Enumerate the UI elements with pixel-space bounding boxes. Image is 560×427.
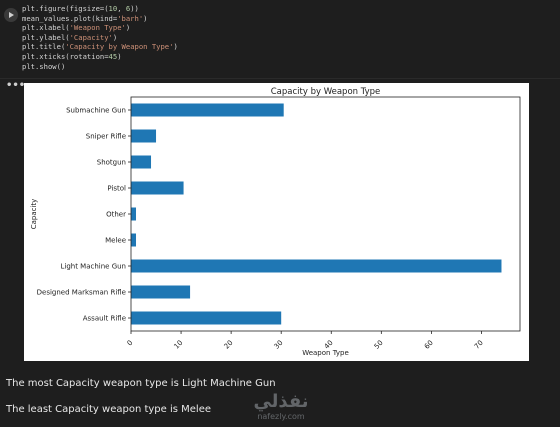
- code-line: plt.ylabel('Capacity'): [22, 33, 554, 43]
- y-tick-label: Pistol: [107, 185, 126, 193]
- y-tick-label: Shotgun: [97, 159, 126, 167]
- code-token: plt.show(): [22, 61, 66, 71]
- code-token: ): [173, 42, 178, 52]
- y-tick-label: Assault Rifle: [83, 315, 126, 323]
- least-capacity-message: The least Capacity weapon type is Melee: [6, 404, 212, 415]
- bar-other: [131, 207, 137, 221]
- code-token: 'Capacity by Weapon Type': [65, 42, 174, 52]
- play-icon: [9, 12, 14, 18]
- y-tick-label: Submachine Gun: [66, 107, 126, 115]
- bar-light-machine-gun: [131, 259, 502, 273]
- x-tick-label: 10: [173, 339, 185, 351]
- bar-pistol: [131, 181, 184, 195]
- y-tick-label: Light Machine Gun: [60, 263, 126, 271]
- bar-assault-rifle: [131, 311, 282, 325]
- x-tick-label: 70: [473, 339, 485, 351]
- code-token: ): [117, 51, 122, 61]
- code-token: plt.figure(figsize=(: [22, 4, 109, 13]
- bar-melee: [131, 233, 137, 247]
- x-tick-label: 20: [223, 339, 235, 351]
- code-line: plt.figure(figsize=(10, 6)): [22, 4, 554, 14]
- code-token: ): [143, 13, 148, 23]
- code-token: plt.title(: [22, 42, 66, 52]
- y-tick-label: Other: [106, 211, 126, 219]
- most-capacity-message: The most Capacity weapon type is Light M…: [6, 378, 276, 389]
- code-token: 'barh': [117, 13, 144, 23]
- plot-area-frame: [130, 96, 521, 332]
- code-line: plt.show(): [22, 62, 554, 72]
- y-tick-label: Sniper Rifle: [86, 133, 126, 141]
- ellipsis-icon: •••: [6, 80, 26, 91]
- code-token: plt.xticks(rotation=: [22, 51, 109, 61]
- code-token: plt.ylabel(: [22, 32, 70, 42]
- bar-chart: Capacity by Weapon Type Assault Rifle Desi…: [30, 87, 521, 357]
- watermark-latin: nafezly.com: [257, 412, 305, 421]
- y-tick-label: Designed Marksman Rifle: [37, 289, 126, 297]
- code-cell: plt.figure(figsize=(10, 6)) mean_values.p…: [0, 4, 560, 361]
- code-token: ): [112, 32, 118, 42]
- code-token: 'Weapon Type': [69, 23, 126, 33]
- code-line: plt.xticks(rotation=45): [22, 52, 554, 62]
- output-divider: [0, 78, 560, 79]
- code-line: plt.xlabel('Weapon Type'): [22, 23, 554, 33]
- bar-submachine-gun: [131, 103, 284, 117]
- code-token: ,: [117, 4, 126, 13]
- code-token: 10: [108, 4, 118, 13]
- run-cell-button[interactable]: [4, 8, 18, 22]
- code-token: plt.xlabel(: [22, 23, 70, 33]
- x-tick-label: 30: [273, 339, 285, 351]
- code-token: 'Capacity': [69, 32, 113, 42]
- code-editor[interactable]: plt.figure(figsize=(10, 6)) mean_values.p…: [22, 4, 554, 76]
- code-token: 45: [108, 51, 118, 61]
- x-tick-label: 0: [126, 339, 135, 348]
- y-axis-label: Capacity: [30, 199, 38, 230]
- bar-designed-marksman-rifle: [131, 285, 191, 299]
- x-tick-label: 40: [323, 339, 335, 351]
- watermark-arabic: نفذلي: [253, 391, 309, 412]
- chart-title: Capacity by Weapon Type: [271, 87, 381, 97]
- x-tick-label: 50: [373, 339, 385, 351]
- y-tick-label: Melee: [105, 237, 126, 245]
- x-tick-label: 60: [423, 339, 435, 351]
- bar-shotgun: [131, 155, 152, 169]
- code-token: ): [125, 23, 131, 33]
- watermark-logo: نفذلي nafezly.com: [236, 392, 326, 426]
- code-token: mean_values.plot(kind=: [22, 13, 118, 23]
- bar-sniper-rifle: [131, 129, 157, 143]
- code-line: plt.title('Capacity by Weapon Type'): [22, 42, 554, 52]
- plot-output: Capacity by Weapon Type Assault Rifle Desi…: [24, 83, 529, 361]
- output-more-button[interactable]: •••: [6, 80, 25, 91]
- code-line: mean_values.plot(kind='barh'): [22, 14, 554, 24]
- code-token: 6: [125, 4, 131, 13]
- x-axis-label: Weapon Type: [302, 349, 349, 357]
- code-token: )): [130, 4, 139, 13]
